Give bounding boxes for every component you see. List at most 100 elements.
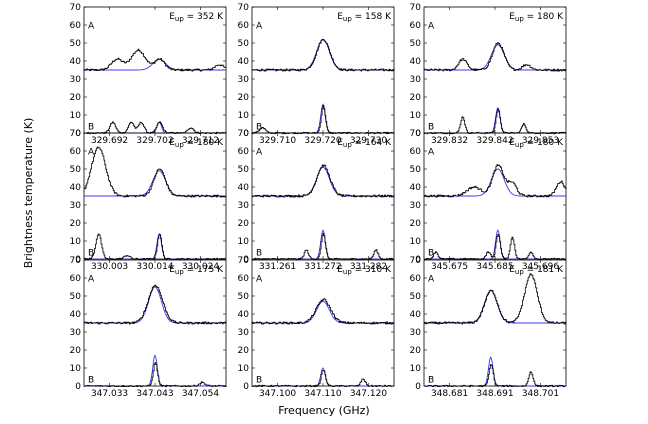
y-tick-label: 40 [70, 310, 82, 320]
y-tick-label: 0 [243, 382, 249, 392]
y-tick-label: 30 [410, 201, 422, 211]
spectrum-b-label: B [88, 248, 94, 258]
y-tick-label: 0 [415, 382, 421, 392]
x-tick-label: 347.100 [259, 389, 296, 399]
x-tick-label: 347.043 [136, 389, 173, 399]
y-tick-label: 50 [410, 292, 422, 302]
x-tick-label: 331.272 [304, 262, 341, 272]
y-tick-label: 10 [238, 364, 250, 374]
y-tick-label: 30 [70, 328, 82, 338]
y-tick-label: 20 [410, 219, 422, 229]
y-tick-label: 10 [410, 364, 422, 374]
y-tick-label: 40 [410, 57, 422, 67]
observed-spectrum-a [424, 164, 567, 198]
y-tick-label: 70 [70, 129, 82, 139]
y-tick-label: 40 [70, 57, 82, 67]
eup-label: Eup = 164 K [337, 138, 392, 149]
model-spectrum-a [84, 170, 226, 197]
x-tick-label: 348.681 [431, 389, 468, 399]
y-axis-title: Brightness temperature (K) [22, 118, 35, 269]
x-tick-label: 329.730 [350, 136, 387, 146]
x-tick-label: 329.853 [522, 136, 559, 146]
y-tick-label: 50 [238, 165, 250, 175]
y-tick-label: 30 [70, 75, 82, 85]
x-tick-label: 329.710 [259, 136, 296, 146]
y-tick-label: 60 [70, 274, 82, 284]
y-tick-label: 20 [238, 219, 250, 229]
x-tick-label: 345.696 [522, 262, 559, 272]
spectrum-a-label: A [88, 22, 95, 32]
model-spectrum-b [84, 121, 226, 134]
x-tick-label: 330.003 [91, 262, 128, 272]
y-tick-label: 20 [70, 93, 82, 103]
x-tick-label: 345.685 [476, 262, 513, 272]
x-tick-label: 330.024 [182, 262, 219, 272]
y-tick-label: 0 [415, 129, 421, 139]
y-tick-label: 20 [410, 93, 422, 103]
y-tick-label: 60 [238, 21, 250, 31]
observed-spectrum-a [252, 38, 395, 72]
spectrum-a-label: A [88, 148, 95, 158]
y-tick-label: 60 [70, 147, 82, 157]
observed-spectrum-b [84, 233, 227, 261]
spectrum-a-label: A [428, 22, 435, 32]
y-tick-label: 0 [75, 382, 81, 392]
y-tick-label: 30 [238, 201, 250, 211]
x-tick-label: 331.282 [350, 262, 387, 272]
observed-spectrum-b [252, 370, 395, 388]
y-tick-label: 10 [70, 111, 82, 121]
x-axis-title: Frequency (GHz) [278, 404, 369, 417]
observed-spectrum-b [252, 232, 395, 261]
model-spectrum-a [424, 168, 566, 197]
y-tick-label: 70 [70, 3, 82, 13]
spectrum-a-label: A [256, 148, 263, 158]
eup-label: Eup = 180 K [509, 12, 564, 23]
y-tick-label: 50 [238, 39, 250, 49]
y-tick-label: 60 [238, 274, 250, 284]
y-tick-label: 0 [75, 129, 81, 139]
spectrum-a-label: A [256, 275, 263, 285]
eup-label: Eup = 180 K [509, 138, 564, 149]
y-tick-label: 50 [410, 165, 422, 175]
y-tick-label: 30 [410, 75, 422, 85]
y-tick-label: 10 [238, 111, 250, 121]
spectrum-b-label: B [256, 248, 262, 258]
x-tick-label: 329.692 [91, 136, 128, 146]
x-tick-label: 347.033 [91, 389, 128, 399]
x-tick-label: 331.261 [259, 262, 296, 272]
observed-spectrum-a [424, 273, 567, 325]
panel-4: 0 10 20 30 40 50 60 70 330.003 330.014 330.024 A B Eu… [70, 129, 227, 272]
observed-spectrum-b [252, 105, 395, 135]
y-tick-label: 0 [243, 255, 249, 265]
y-tick-label: 40 [238, 310, 250, 320]
model-spectrum-a [252, 38, 394, 71]
y-tick-label: 70 [410, 129, 422, 139]
y-tick-label: 10 [410, 111, 422, 121]
spectrum-b-label: B [428, 122, 434, 132]
y-tick-label: 50 [70, 292, 82, 302]
y-tick-label: 70 [410, 3, 422, 13]
x-tick-label: 348.701 [522, 389, 559, 399]
eup-label: Eup = 180 K [169, 138, 224, 149]
y-tick-label: 20 [70, 219, 82, 229]
y-tick-label: 10 [70, 364, 82, 374]
x-tick-label: 329.832 [431, 136, 468, 146]
y-tick-label: 40 [238, 183, 250, 193]
panels-grid: 0 10 20 30 40 50 60 70 329.692 329.702 329.712 A B Eu… [70, 3, 567, 399]
y-tick-label: 60 [70, 21, 82, 31]
spectrum-a-label: A [256, 22, 263, 32]
spectrum-b-label: B [256, 122, 262, 132]
y-tick-label: 60 [238, 147, 250, 157]
x-tick-label: 347.120 [350, 389, 387, 399]
eup-label: Eup = 352 K [169, 12, 224, 23]
panel-7: 0 10 20 30 40 50 60 70 347.033 347.043 347.054 A B Eu… [70, 256, 227, 399]
y-tick-label: 30 [238, 328, 250, 338]
spectrum-b-label: B [428, 248, 434, 258]
eup-label: Eup = 158 K [337, 12, 392, 23]
x-tick-label: 329.842 [476, 136, 513, 146]
panel-1: 0 10 20 30 40 50 60 70 329.692 329.702 329.712 A B Eu… [70, 3, 227, 146]
panel-9: 0 10 20 30 40 50 60 70 348.681 348.691 348.701 A B Eu… [410, 256, 567, 399]
eup-label: Eup = 181 K [509, 265, 564, 276]
y-tick-label: 20 [238, 346, 250, 356]
panel-5: 0 10 20 30 40 50 60 70 331.261 331.272 331.282 A B Eu… [238, 129, 395, 272]
